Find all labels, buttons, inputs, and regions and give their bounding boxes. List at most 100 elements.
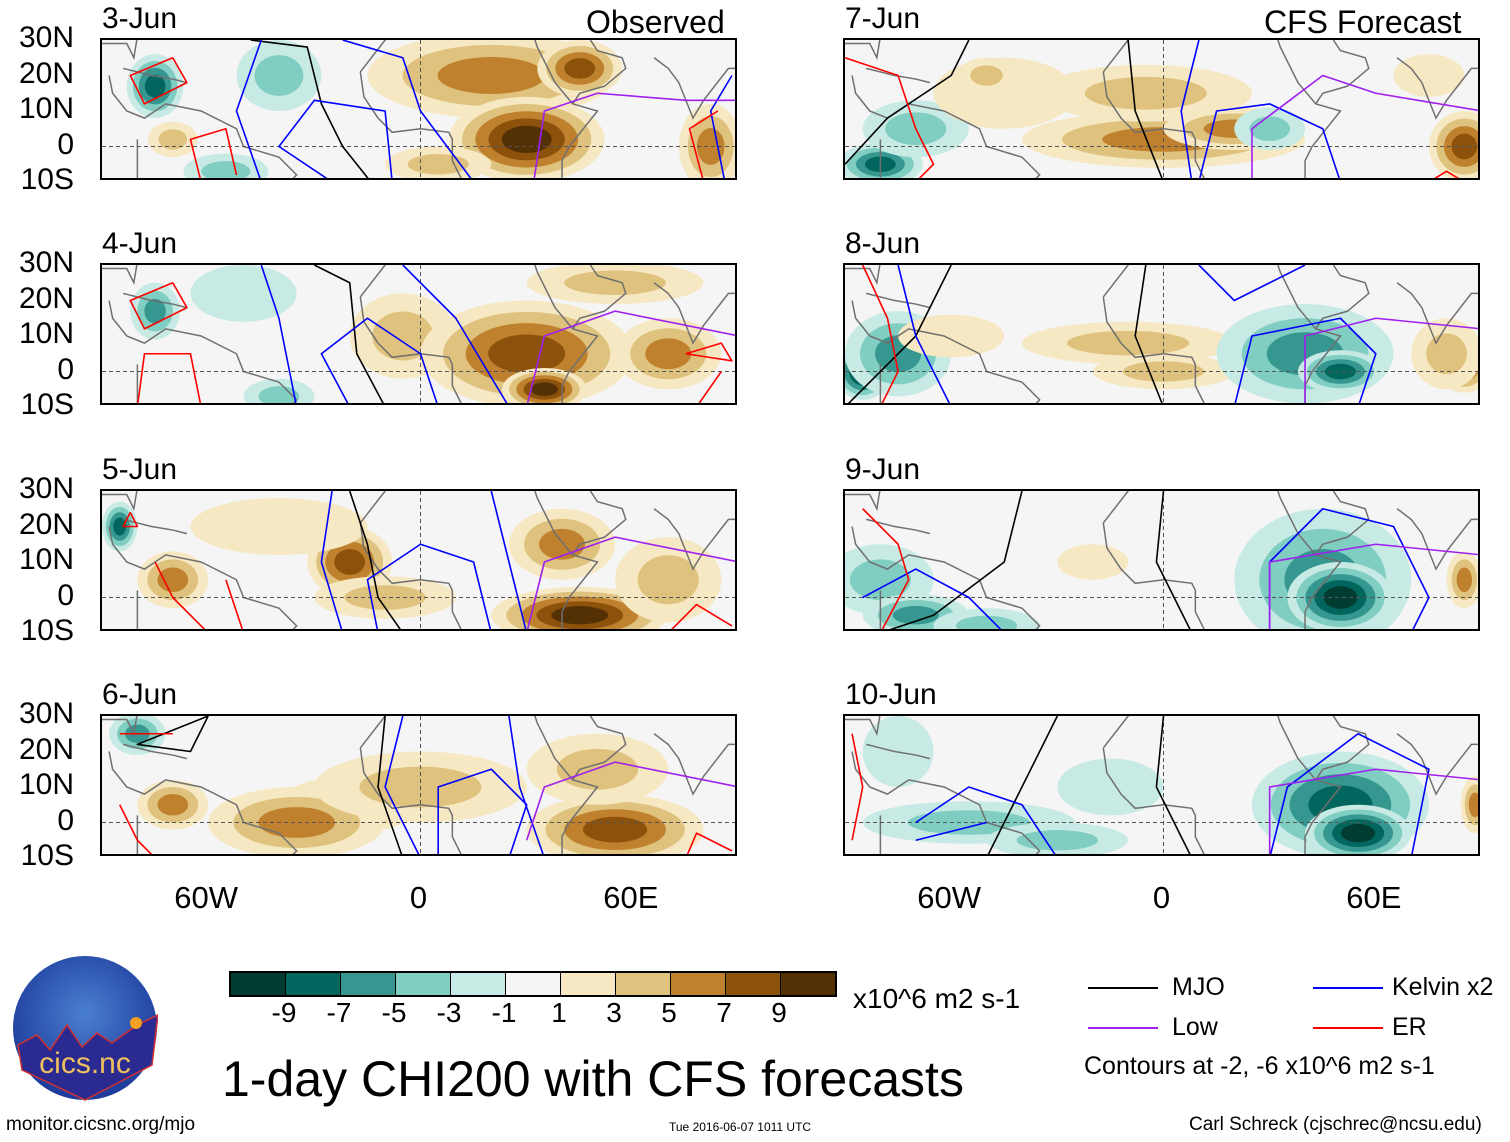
mjo-contour: [348, 491, 401, 629]
anomaly-shade: [1456, 567, 1472, 593]
lat-tick-label: 10N: [18, 768, 74, 801]
lat-tick-label: 0: [57, 578, 74, 612]
colorbar-swatch: [451, 973, 506, 995]
map-panel-6-Jun: [100, 714, 737, 856]
kelvin-contour: [320, 491, 343, 629]
kelvin-contour: [320, 317, 438, 403]
lat-tick-label: 10N: [18, 317, 74, 350]
lon-tick-label: 60E: [603, 880, 659, 915]
anomaly-shade: [696, 128, 725, 165]
anomaly-shade: [157, 567, 189, 593]
anomaly-shade: [144, 298, 166, 324]
anomaly-shade: [898, 314, 1005, 358]
colorbar-swatch: [396, 973, 451, 995]
coastline: [1315, 716, 1370, 781]
coastline: [1396, 57, 1478, 120]
lat-tick-label: 10S: [20, 839, 74, 872]
anomaly-shade: [1016, 830, 1099, 851]
anomaly-shade: [564, 270, 667, 295]
coastline: [359, 522, 462, 629]
colorbar-swatch: [506, 973, 561, 995]
coastline: [1277, 265, 1342, 403]
coastline: [866, 67, 931, 84]
kelvin-contour: [1180, 40, 1200, 178]
low-contour: [1268, 543, 1478, 629]
panel-date: 9-Jun: [845, 453, 921, 486]
coastline: [359, 265, 387, 298]
colorbar-swatch: [341, 973, 396, 995]
anomaly-shade: [1067, 330, 1190, 356]
anomaly-shade: [1084, 76, 1207, 110]
coastline: [845, 265, 881, 286]
coastline: [572, 716, 627, 781]
coastline: [1102, 522, 1205, 629]
coastline: [866, 518, 931, 535]
colorbar-swatch: [726, 973, 781, 995]
lat-tick-label: 30N: [18, 472, 74, 505]
coastline: [102, 265, 138, 286]
coastline: [653, 508, 735, 571]
panel-date: 10-Jun: [845, 678, 937, 711]
anomaly-shade: [1426, 333, 1467, 375]
kelvin-contour: [342, 40, 472, 178]
coastline: [123, 518, 188, 535]
coastline: [102, 40, 138, 61]
anomaly-shade: [1057, 758, 1164, 816]
contour-note: Contours at -2, -6 x10^6 m2 s-1: [1084, 1052, 1435, 1080]
anomaly-shade: [645, 338, 692, 370]
colorbar-tick: 5: [661, 997, 677, 1028]
anomaly-shade: [157, 793, 189, 816]
er-contour: [154, 561, 206, 629]
coastline: [359, 716, 387, 749]
kelvin-contour: [1269, 732, 1430, 854]
mjo-contour: [250, 40, 369, 178]
kelvin-contour: [862, 568, 1002, 629]
panel-date: 4-Jun: [102, 227, 178, 260]
coastline: [1102, 747, 1205, 854]
anomaly-shade: [1393, 54, 1465, 97]
map-panel-5-Jun: [100, 489, 737, 631]
coastline: [1277, 491, 1342, 629]
coastline: [572, 491, 627, 556]
mjo-contour: [987, 716, 1059, 854]
coastline: [1315, 40, 1370, 105]
panel-date: 8-Jun: [845, 227, 921, 260]
kelvin-contour: [915, 786, 1056, 854]
coastline: [359, 40, 387, 73]
panel-date: 3-Jun: [102, 2, 178, 35]
lat-tick-label: 30N: [18, 21, 74, 54]
kelvin-contour: [897, 265, 951, 403]
footer-credit: Carl Schreck (cjschrec@ncsu.edu): [1189, 1114, 1482, 1135]
anomaly-shade: [201, 161, 251, 178]
footer-timestamp: Tue 2016-06-07 1011 UTC: [669, 1120, 812, 1134]
coastline: [851, 526, 1041, 629]
coastline: [851, 751, 1041, 854]
coastline: [1277, 40, 1342, 178]
colorbar-tick: -7: [326, 997, 352, 1028]
coastline: [1102, 40, 1130, 73]
coastline: [851, 75, 1041, 178]
coastline: [845, 491, 881, 512]
footer-url[interactable]: monitor.cicsnc.org/mjo: [6, 1114, 196, 1135]
cics-logo: cics.nc: [13, 956, 158, 1101]
coastline: [653, 57, 735, 120]
anomaly-shade: [637, 555, 699, 605]
coastline: [108, 751, 298, 854]
coastline: [1277, 716, 1342, 854]
coastline: [534, 716, 599, 854]
logo-text: cics.nc: [39, 1047, 131, 1080]
coastline: [866, 743, 931, 760]
map-panel-4-Jun: [100, 263, 737, 405]
coastline: [653, 282, 735, 345]
panel-date: 5-Jun: [102, 453, 178, 486]
er-contour: [851, 733, 864, 841]
anomaly-shade: [437, 57, 545, 94]
lat-tick-label: 10S: [20, 614, 74, 647]
mjo-contour: [136, 716, 209, 753]
coastline: [108, 75, 298, 178]
coastline: [102, 716, 138, 737]
mjo-contour: [1155, 716, 1191, 854]
coastline: [123, 743, 188, 760]
coastline: [866, 292, 931, 309]
coastline: [108, 526, 298, 629]
